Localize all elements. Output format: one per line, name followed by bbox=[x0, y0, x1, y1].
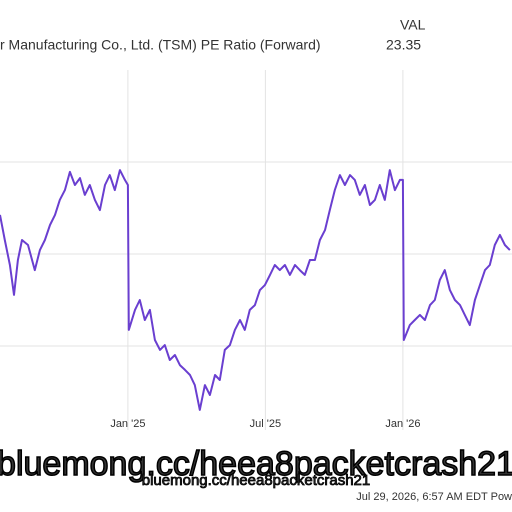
footer: Jul 29, 2026, 6:57 AM EDT Pow bbox=[356, 491, 512, 503]
x-tick-label: Jan '26 bbox=[385, 418, 420, 430]
x-tick-label: Jan '25 bbox=[110, 418, 145, 430]
watermark: bluemong.cc/heea8packetcrash21 bbox=[0, 445, 512, 483]
watermark-small: bluemong.cc/heea8packetcrash21 bbox=[142, 472, 371, 489]
data-line bbox=[0, 169, 511, 411]
value-header: VAL bbox=[400, 17, 426, 33]
plot-area: Jan '25 Jul '25 Jan '26 bbox=[0, 70, 512, 430]
x-tick-label: Jul '25 bbox=[250, 418, 281, 430]
current-value: 23.35 bbox=[386, 37, 421, 53]
chart-title: r Manufacturing Co., Ltd. (TSM) PE Ratio… bbox=[0, 37, 321, 53]
